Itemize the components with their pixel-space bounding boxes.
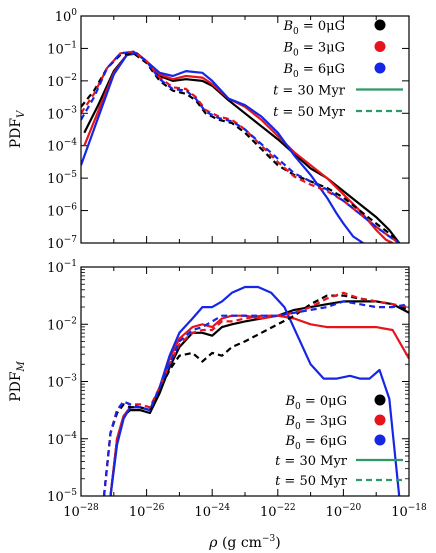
y-tick-label: 10−5 — [47, 170, 77, 187]
series-line-t30-3uG — [83, 52, 394, 243]
legend-marker — [374, 62, 386, 74]
legend: B0 = 0μG B0 = 3μG B0 = 6μG t = 30 Myr t = 50… — [275, 394, 403, 489]
y-tick-label: 100 — [55, 8, 78, 25]
series-line-t50-0uG — [81, 52, 400, 243]
series-line-t30-0uG — [83, 52, 401, 243]
legend-marker — [374, 414, 386, 426]
y-tick-label: 10−4 — [47, 138, 77, 155]
series-group — [102, 285, 409, 496]
legend-label: t = 50 Myr — [273, 105, 346, 120]
x-tick-label: 10−22 — [260, 503, 296, 520]
legend-marker — [374, 394, 386, 406]
legend-label: t = 30 Myr — [273, 84, 346, 99]
legend-label: B0 = 0μG — [284, 394, 347, 412]
y-tick-label: 10−1 — [47, 259, 77, 276]
x-tick-label: 10−28 — [63, 503, 99, 520]
y-tick-label: 10−7 — [47, 235, 77, 252]
series-line-t50-3uG — [81, 50, 400, 243]
y-tick-label: 10−2 — [47, 316, 77, 333]
y-tick-label: 10−3 — [47, 105, 77, 122]
x-axis-label: ρ (g cm−3) — [208, 534, 280, 551]
y-axis-label: PDFV — [8, 109, 27, 148]
series-line-t50-6uG — [81, 50, 400, 243]
axes-frame — [80, 266, 410, 497]
panel-pdf-v: 100 10−1 10−2 10−3 10−4 10−5 10−6 10−7 PDFV B0 = … — [8, 8, 410, 252]
x-tick-label: 10−20 — [326, 503, 362, 520]
series-line-t50-0uG — [102, 294, 409, 496]
x-tick-label: 10−18 — [391, 503, 427, 520]
legend-label: B0 = 6μG — [282, 62, 345, 80]
axes-frame — [80, 15, 410, 244]
x-tick-label: 10−26 — [129, 503, 165, 520]
legend-label: t = 30 Myr — [275, 454, 348, 469]
x-tick-label: 10−24 — [194, 503, 230, 520]
legend-label: B0 = 3μG — [284, 414, 347, 432]
legend-marker — [374, 41, 386, 52]
y-tick-label: 10−4 — [47, 431, 77, 448]
legend-label: B0 = 3μG — [282, 41, 345, 59]
legend-label: t = 50 Myr — [275, 474, 348, 489]
legend-marker — [374, 19, 386, 31]
y-tick-label: 10−2 — [47, 73, 77, 90]
series-line-t50-6uG — [102, 300, 409, 496]
legend-label: B0 = 0μG — [282, 19, 345, 37]
y-tick-label: 10−5 — [47, 488, 77, 505]
series-line-t30-6uG — [81, 52, 364, 243]
y-tick-label: 10−6 — [47, 203, 77, 220]
legend-label: B0 = 6μG — [284, 434, 347, 452]
series-group — [81, 50, 401, 243]
y-tick-label: 10−1 — [47, 40, 77, 57]
y-tick-label: 10−3 — [47, 374, 77, 391]
y-axis-label: PDFM — [8, 360, 27, 401]
panel-pdf-m: 10−1 10−2 10−3 10−4 10−510−28 10−26 10−24 10−22… — [8, 259, 427, 551]
legend-marker — [374, 434, 386, 446]
legend: B0 = 0μG B0 = 3μG B0 = 6μG t = 30 Myr t = 50… — [273, 19, 403, 120]
series-line-t30-3uG — [109, 314, 409, 496]
series-line-t50-3uG — [102, 291, 409, 496]
